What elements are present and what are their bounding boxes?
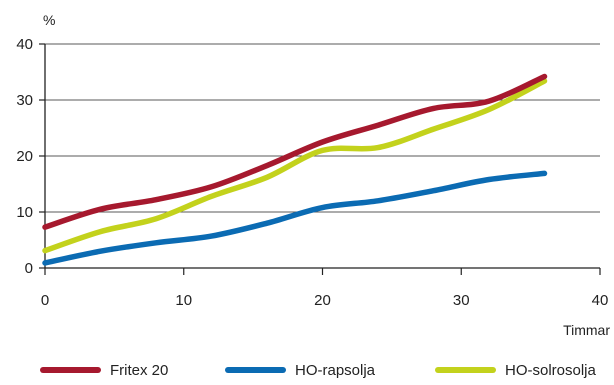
y-tick-label: 0 [25,260,33,277]
y-tick-label: 40 [16,36,33,53]
y-tick-label: 10 [16,204,33,221]
y-tick-labels: 0 10 20 30 40 [16,36,45,277]
series-line-ho-solrosolja [42,78,548,254]
series-line-ho-rapsolja [42,170,548,266]
legend-label: Fritex 20 [110,362,168,379]
legend-label: HO-rapsolja [295,362,376,379]
legend-item-ho-solrosolja: HO-solrosolja [435,362,597,379]
x-tick-label: 40 [592,292,609,309]
legend-item-fritex-20: Fritex 20 [40,362,168,379]
y-tick-label: 20 [16,148,33,165]
legend: Fritex 20 HO-rapsolja HO-solrosolja [40,362,597,379]
x-axis-title: Timmar [563,322,610,338]
x-tick-labels: 0 10 20 30 40 [41,268,609,309]
series-line-fritex-20 [42,73,548,230]
legend-label: HO-solrosolja [505,362,597,379]
y-tick-label: 30 [16,92,33,109]
x-tick-label: 20 [314,292,331,309]
y-axis-title: % [43,12,55,28]
x-tick-label: 0 [41,292,49,309]
gridlines [45,43,600,213]
x-tick-label: 10 [175,292,192,309]
x-tick-label: 30 [453,292,470,309]
series-lines [42,73,548,266]
legend-item-ho-rapsolja: HO-rapsolja [225,362,376,379]
